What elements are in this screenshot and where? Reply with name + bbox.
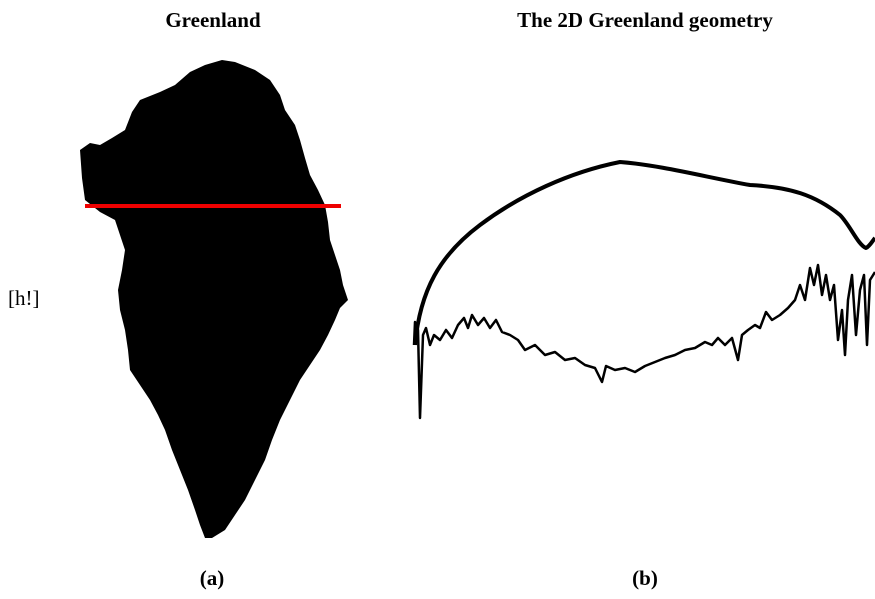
bed-curve [412,263,875,420]
greenland-map [80,60,348,538]
surface-curve [413,160,875,346]
panel-title: Greenland [165,8,261,32]
panel-caption: (a) [200,566,225,590]
greenland-shape [80,60,348,538]
panel-caption: (b) [632,566,658,590]
geometry-2d [412,160,875,420]
float-spec: [h!] [8,286,39,310]
panel-title: The 2D Greenland geometry [517,8,773,32]
